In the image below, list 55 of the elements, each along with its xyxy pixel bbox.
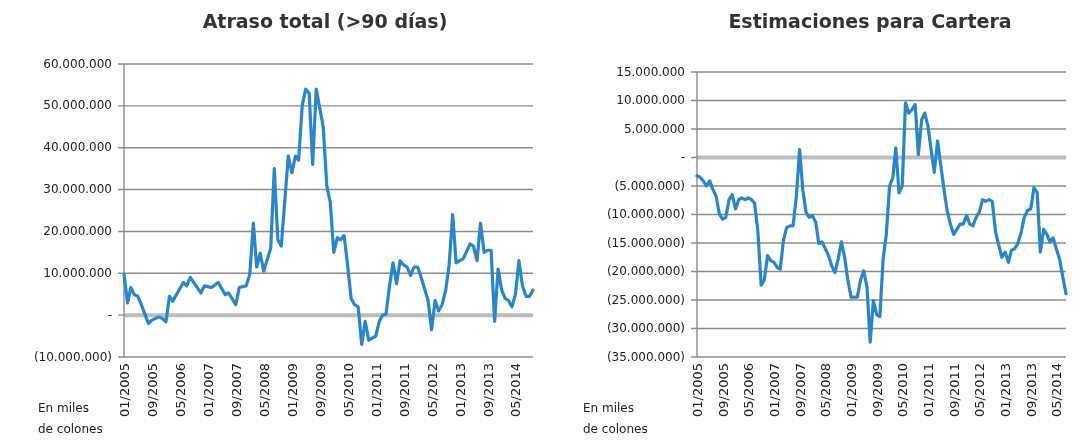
line-series	[695, 101, 1068, 344]
y-tick-label: (35.000.000)	[606, 349, 685, 364]
x-tick-label: 05/2014	[1049, 363, 1065, 418]
x-tick-label: 05/2014	[508, 363, 524, 418]
x-tick-label: 09/2011	[396, 363, 412, 418]
x-tick-label: 05/2008	[256, 363, 272, 418]
x-tick-label: 01/2009	[844, 363, 860, 418]
y-tick-label: (20.000.000)	[606, 264, 685, 278]
x-tick-label: 05/2006	[172, 363, 188, 418]
x-tick-label: 09/2005	[144, 363, 160, 418]
x-tick-label: 09/2009	[869, 363, 885, 418]
x-tick-label: 05/2010	[340, 363, 356, 418]
y-tick-label: 60.000.000	[43, 56, 112, 71]
x-tick-label: 01/2007	[766, 363, 782, 418]
x-tick-label: 05/2012	[424, 363, 440, 418]
x-tick-label: 09/2009	[312, 363, 328, 418]
y-tick-label: (30.000.000)	[606, 321, 685, 335]
text: En miles de colones	[583, 401, 648, 436]
x-tick-label: 09/2013	[480, 363, 496, 418]
y-tick-label: 10.000.000	[43, 265, 112, 280]
x-tick-label: 01/2005	[690, 363, 705, 418]
x-tick-label: 01/2011	[921, 363, 937, 418]
y-tick-label: 10.000.000	[616, 93, 685, 107]
x-tick-label: 01/2007	[200, 363, 216, 418]
text: En miles de colones	[38, 401, 103, 436]
x-tick-label: 09/2007	[228, 363, 244, 418]
y-tick-label: (10.000.000)	[33, 349, 112, 364]
chart-title: Estimaciones para Cartera	[728, 9, 1012, 32]
x-tick-label: 05/2012	[972, 363, 988, 418]
y-tick-label: 50.000.000	[43, 98, 112, 113]
y-tick-label: (10.000.000)	[606, 207, 685, 221]
line-series	[122, 87, 535, 347]
x-tick-label: 01/2009	[284, 363, 300, 418]
y-tick-label: 20.000.000	[43, 223, 112, 238]
x-tick-label: 01/2011	[368, 363, 384, 418]
y-tick-label: 5.000.000	[623, 121, 685, 136]
x-tick-label: 01/2005	[117, 363, 132, 418]
x-tick-label: 09/2005	[715, 363, 731, 418]
y-tick-label: 30.000.000	[43, 182, 112, 197]
y-tick-label: -	[680, 150, 685, 164]
y-tick-label: (15.000.000)	[606, 235, 685, 250]
y-tick-label: (25.000.000)	[606, 292, 685, 307]
x-tick-label: 09/2013	[1023, 363, 1039, 418]
x-tick-label: 01/2013	[998, 363, 1014, 418]
y-tick-label: -	[107, 307, 112, 322]
y-tick-label: 40.000.000	[43, 140, 112, 155]
x-tick-label: 05/2008	[818, 363, 834, 418]
x-tick-label: 05/2006	[741, 363, 757, 418]
y-tick-label: 15.000.000	[616, 64, 685, 79]
y-tick-label: (5.000.000)	[614, 178, 685, 193]
x-tick-label: 05/2010	[895, 363, 911, 418]
x-tick-label: 01/2013	[452, 363, 468, 418]
x-tick-label: 09/2011	[946, 363, 962, 418]
chart-title: Atraso total (>90 días)	[202, 9, 448, 32]
x-tick-label: 09/2007	[792, 363, 808, 418]
